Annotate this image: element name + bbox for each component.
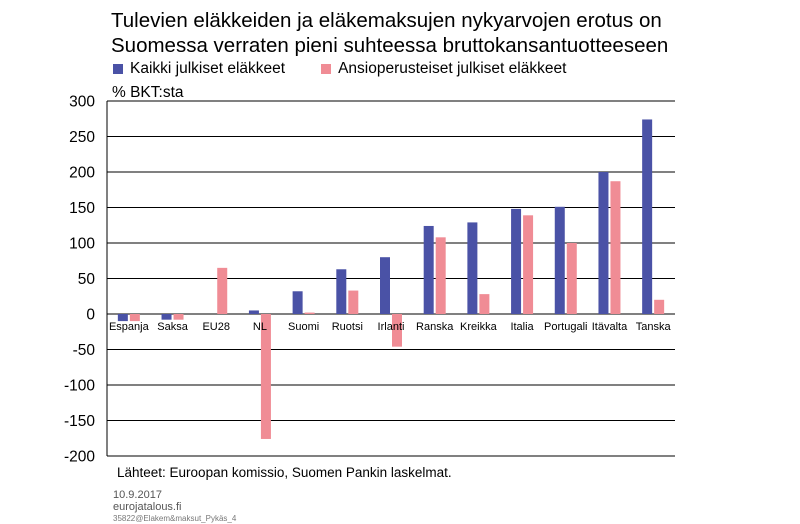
y-tick-label: 100 <box>69 236 95 253</box>
bar-series-2 <box>610 181 621 314</box>
x-tick-label: Itävalta <box>592 321 628 333</box>
bar-series-1 <box>554 206 565 314</box>
y-tick-label: -100 <box>64 378 95 395</box>
bar-series-1 <box>248 310 259 314</box>
bar-series-2 <box>566 243 577 314</box>
y-tick-label: 150 <box>69 200 95 217</box>
footer-code: 35822@Elakem&maksut_Pykäs_4 <box>113 514 237 523</box>
y-tick-label: 200 <box>69 165 95 182</box>
footer-date: 10.9.2017 <box>113 489 162 501</box>
bar-series-2 <box>479 294 490 314</box>
legend-label-series-2: Ansioperusteiset julkiset eläkkeet <box>338 60 567 77</box>
bar-series-2 <box>304 312 315 314</box>
legend-label-series-1: Kaikki julkiset eläkkeet <box>130 60 286 77</box>
bar-series-2 <box>392 314 402 347</box>
legend-item-series-1: Kaikki julkiset eläkkeet <box>113 60 285 78</box>
bar-series-2 <box>523 215 534 314</box>
chart-title: Tulevien eläkkeiden ja eläkemaksujen nyk… <box>111 8 791 58</box>
y-tick-label: 250 <box>69 129 95 146</box>
bar-series-2 <box>654 299 665 314</box>
bar-series-2 <box>173 314 184 320</box>
x-tick-label: Espanja <box>109 321 150 333</box>
x-tick-label: Tanska <box>636 321 672 333</box>
source-note: Lähteet: Euroopan komissio, Suomen Panki… <box>117 465 452 480</box>
y-tick-label: 300 <box>69 94 95 111</box>
bar-series-1 <box>380 257 390 314</box>
x-tick-label: Portugali <box>544 321 587 333</box>
footer-site: eurojatalous.fi <box>113 501 182 513</box>
legend-swatch-series-2 <box>321 64 332 74</box>
y-tick-label: -150 <box>64 413 95 430</box>
x-tick-label: Ranska <box>416 321 454 333</box>
chart-legend: Kaikki julkiset eläkkeet Ansioperusteise… <box>113 60 602 78</box>
bar-series-1 <box>161 314 172 320</box>
bar-series-2 <box>435 237 446 314</box>
bar-series-2 <box>260 314 271 439</box>
bar-series-2 <box>348 290 359 314</box>
x-tick-label: NL <box>253 321 267 333</box>
bar-series-1 <box>598 172 609 314</box>
y-tick-label: -200 <box>64 449 95 466</box>
legend-item-series-2: Ansioperusteiset julkiset eläkkeet <box>321 60 566 78</box>
y-tick-label: 50 <box>78 271 96 288</box>
legend-swatch-series-1 <box>113 64 123 74</box>
x-tick-label: Ruotsi <box>332 321 363 333</box>
chart-title-line-1: Tulevien eläkkeiden ja eläkemaksujen nyk… <box>111 9 662 32</box>
bar-series-1 <box>336 269 347 314</box>
x-tick-label: Kreikka <box>460 321 498 333</box>
y-tick-label: -50 <box>73 342 96 359</box>
bar-series-1 <box>117 314 128 322</box>
chart-title-line-2: Suomessa verraten pieni suhteessa brutto… <box>111 34 669 57</box>
bar-series-1 <box>511 208 522 314</box>
bar-series-2 <box>129 314 140 322</box>
bar-series-1 <box>423 225 434 314</box>
bar-series-2 <box>217 267 228 314</box>
x-tick-label: Irlanti <box>378 321 405 333</box>
bar-series-1 <box>467 222 478 314</box>
x-tick-label: Saksa <box>157 321 188 333</box>
x-tick-label: Suomi <box>288 321 319 333</box>
y-tick-label: 0 <box>86 307 95 324</box>
bar-series-1 <box>292 291 303 314</box>
x-tick-label: EU28 <box>202 321 230 333</box>
y-axis-unit-label: % BKT:sta <box>112 84 184 101</box>
x-tick-label: Italia <box>510 321 534 333</box>
bar-series-1 <box>642 119 653 315</box>
